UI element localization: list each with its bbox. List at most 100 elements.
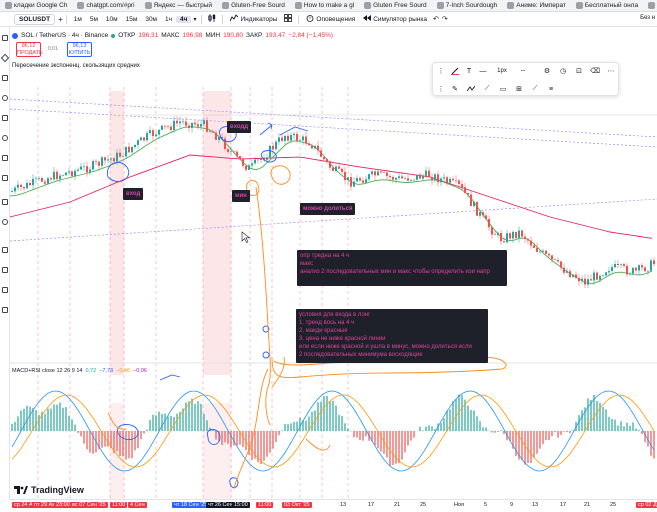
buy-button[interactable]: 96,13 КУПИТЬ xyxy=(67,42,92,57)
bookmark-item[interactable]: Gluten Free Sourd xyxy=(359,2,431,9)
timeframe-5[interactable]: 1ч xyxy=(165,15,173,23)
indicators-label: Индикаторы xyxy=(240,15,278,23)
brush-tool-icon[interactable] xyxy=(2,135,8,141)
drag-handle-icon[interactable]: ⋮ xyxy=(437,86,445,93)
candlestick-series[interactable] xyxy=(11,116,655,289)
candle-body xyxy=(68,171,70,173)
alert-icon[interactable]: ◷ xyxy=(559,68,567,75)
histogram-bar xyxy=(548,431,550,440)
dotted-trendline[interactable] xyxy=(10,98,657,138)
timeframe-4[interactable]: 30м xyxy=(145,15,158,23)
rectangle-tool-icon[interactable]: ▭ xyxy=(499,86,507,93)
redo-icon[interactable]: ↷ xyxy=(441,16,448,23)
templates-icon[interactable] xyxy=(284,14,293,24)
histogram-bar xyxy=(98,431,100,450)
line-thickness[interactable]: 1px xyxy=(497,68,507,74)
lock-tool-icon[interactable] xyxy=(2,267,8,273)
histogram-bar xyxy=(560,431,562,435)
line-style-icon[interactable]: — xyxy=(479,67,487,75)
replay-button[interactable]: Симулятор рынка xyxy=(359,14,431,24)
add-symbol-icon[interactable]: + xyxy=(58,14,63,24)
candles-icon[interactable] xyxy=(208,14,216,24)
lock-icon[interactable]: ⊡ xyxy=(576,68,582,75)
ruler-tool-icon[interactable] xyxy=(2,199,8,205)
dotted-trendline[interactable] xyxy=(10,108,657,148)
bookmark-item[interactable]: Яндекс — быстрый xyxy=(140,2,218,9)
bookmark-item[interactable]: How to make a gl xyxy=(290,2,359,9)
timeframe-3[interactable]: 15м xyxy=(125,15,138,23)
crosshair-tool-icon[interactable] xyxy=(2,35,8,41)
annotation-entry[interactable]: вход xyxy=(123,188,144,200)
path-tool-icon[interactable] xyxy=(467,85,475,93)
symbol-search-button[interactable]: SOLUSDT xyxy=(14,13,56,25)
sell-button[interactable]: 96,12 ПРОДАТЬ xyxy=(16,42,43,57)
timeframe-0[interactable]: 1м xyxy=(73,15,82,23)
highlighter-icon[interactable]: ≡ xyxy=(548,85,554,93)
brush-icon[interactable]: ⟋ xyxy=(532,85,538,92)
histogram-bar xyxy=(359,431,361,440)
undo-icon[interactable]: ↶ xyxy=(432,16,439,23)
zoom-tool-icon[interactable] xyxy=(2,219,8,225)
trend-tool-icon[interactable]: ⟋ xyxy=(484,85,490,92)
candle-body xyxy=(62,175,64,176)
measure-tool-icon[interactable]: ⊞ xyxy=(516,86,522,93)
bookmark-item[interactable]: chatgpt.com/#pri xyxy=(72,2,139,9)
prediction-tool-icon[interactable] xyxy=(2,115,8,121)
timeframe-dropdown-icon[interactable]: ▾ xyxy=(193,16,197,23)
candle-body xyxy=(170,126,172,130)
pencil-icon[interactable]: ✎ xyxy=(452,86,458,93)
favicon-icon xyxy=(364,2,372,9)
tradingview-logo[interactable]: TradingView xyxy=(14,485,84,495)
candle-body xyxy=(32,178,34,186)
timeframe-2[interactable]: 10м xyxy=(105,15,118,23)
dotted-trendline[interactable] xyxy=(10,198,657,242)
dash-style-icon[interactable]: ┄ xyxy=(520,68,526,75)
low-value: 190,80 xyxy=(223,32,243,39)
candle-body xyxy=(467,193,469,195)
bookmark-item[interactable]: 7-Inch Sourdough xyxy=(432,2,503,9)
annotation-min[interactable]: мин xyxy=(232,190,250,202)
chart-pane[interactable]: SOL / TetherUS · 4ч · Binance ОТКР 196,3… xyxy=(10,27,657,499)
more-icon[interactable]: ⋯ xyxy=(607,68,615,75)
histogram-bar xyxy=(578,415,580,431)
indicator-legend[interactable]: Пересечение экспоненц. скользящих средни… xyxy=(12,63,140,69)
fib-tool-icon[interactable] xyxy=(2,75,8,81)
eye-tool-icon[interactable] xyxy=(2,287,8,293)
bookmark-item[interactable]: Homemade Vega xyxy=(643,2,657,9)
alerts-button[interactable]: Оповещения xyxy=(302,14,359,24)
bookmark-item[interactable]: Gluten-Free Sourd xyxy=(217,2,290,9)
trash-tool-icon[interactable] xyxy=(2,307,8,313)
trendline-tool-icon[interactable] xyxy=(0,53,10,63)
magnet-tool-icon[interactable] xyxy=(2,247,8,253)
bookmark-item[interactable]: Аниме: Императ xyxy=(502,2,571,9)
macd-legend[interactable]: MACD+RSI close 12 26 9 14 0,72 −7,73 −0,… xyxy=(12,368,147,374)
annotation-can-enter[interactable]: можно долиться xyxy=(300,203,356,215)
text-tool-icon[interactable] xyxy=(2,155,8,161)
bookmark-item[interactable]: кладки Google Ch xyxy=(0,2,72,9)
histogram-bar xyxy=(629,425,631,431)
icon-tool-icon[interactable] xyxy=(2,175,8,181)
chart-canvas[interactable] xyxy=(10,27,657,499)
line-color-icon[interactable] xyxy=(451,67,459,75)
histogram-bar xyxy=(455,399,457,431)
time-axis[interactable]: ср 24 Авг '25 пт 29 Авг '25 23:00 вс 07 Сен… xyxy=(10,499,657,512)
text-color-icon[interactable]: T xyxy=(466,67,472,75)
pattern-tool-icon[interactable] xyxy=(2,95,8,101)
hand-drawings-blue[interactable] xyxy=(107,122,309,488)
timeframe-1[interactable]: 5м xyxy=(89,15,98,23)
trend-note[interactable]: опр тредна на 4 ч макс анализ 2 последов… xyxy=(297,250,507,286)
candle-body xyxy=(278,137,280,142)
candle-body xyxy=(401,176,403,179)
timeframe-6[interactable]: 4ч xyxy=(176,15,192,23)
settings-icon[interactable]: ⚙ xyxy=(543,68,551,75)
bookmark-item[interactable]: Бесплатный онла xyxy=(571,2,643,9)
long-note-line: 1. тренд вось на 4 ч xyxy=(299,320,355,326)
delete-icon[interactable]: ⌫ xyxy=(590,68,600,75)
time-axis-label: 21 xyxy=(584,502,591,508)
layout-name[interactable]: Без н xyxy=(640,15,655,21)
indicators-button[interactable]: Индикаторы xyxy=(226,14,281,24)
annotation-entry2[interactable]: входд xyxy=(227,121,252,133)
chart-title[interactable]: SOL / TetherUS · 4ч · Binance xyxy=(21,32,109,39)
drag-handle-icon[interactable]: ⋮ xyxy=(437,68,445,75)
long-entry-note[interactable]: условия для входа в лонг 1. тренд вось н… xyxy=(296,309,488,363)
